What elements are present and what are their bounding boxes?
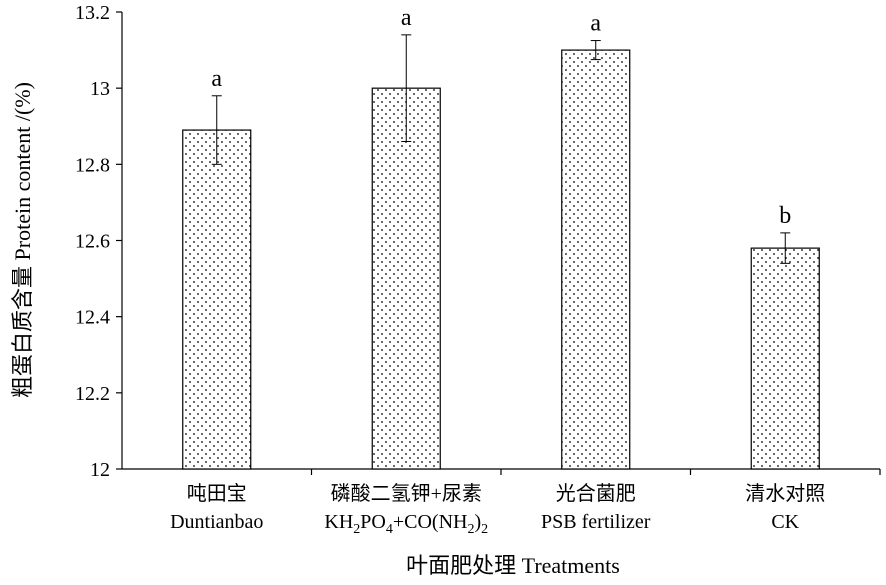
category-label-en: KH2PO4+CO(NH2)2 <box>324 511 488 537</box>
y-axis: 12 12.2 12.4 12.6 12.8 13 13.2 <box>75 2 123 481</box>
category-labels: 吨田宝 Duntianbao 磷酸二氢钾+尿素 KH2PO4+CO(NH2)2 光合菌肥… <box>170 482 825 537</box>
x-axis <box>122 468 881 475</box>
y-tick-label: 12.8 <box>75 154 110 176</box>
y-tick-label: 13.2 <box>75 2 110 24</box>
bar <box>561 49 631 470</box>
y-axis-title: 粗蛋白质含量 Protein content /(%) <box>10 82 35 398</box>
category-label-en: Duntianbao <box>170 511 263 533</box>
category-label-cn: 磷酸二氢钾+尿素 <box>331 482 482 505</box>
significance-label: b <box>779 203 791 229</box>
y-tick-label: 12.2 <box>75 383 110 405</box>
error-bars <box>211 34 791 264</box>
category-label-cn: 清水对照 <box>745 482 825 505</box>
significance-label: a <box>590 11 601 37</box>
y-tick-label: 13 <box>90 78 110 100</box>
significance-label: a <box>401 5 412 31</box>
y-tick-label: 12 <box>90 459 110 481</box>
y-tick-label: 12.4 <box>75 307 110 329</box>
significance-label: a <box>211 66 222 92</box>
bar <box>750 247 820 470</box>
y-tick-label: 12.6 <box>75 231 110 253</box>
bar <box>182 129 252 470</box>
category-label-cn: 吨田宝 <box>187 482 247 505</box>
category-label-cn: 光合菌肥 <box>556 482 636 505</box>
bar <box>371 87 441 470</box>
category-label-en: CK <box>771 511 799 533</box>
x-axis-title: 叶面肥处理 Treatments <box>406 553 620 578</box>
category-label-en: PSB fertilizer <box>541 511 651 533</box>
bars <box>182 49 820 470</box>
significance-labels: a a a b <box>211 5 791 229</box>
